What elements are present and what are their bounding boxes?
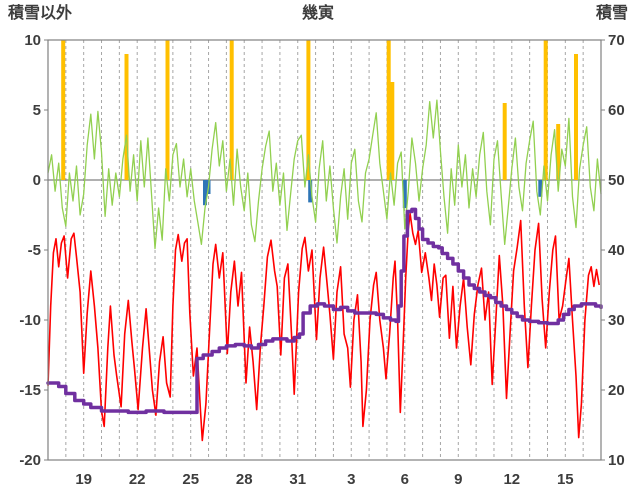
left-tick-label: -5 <box>28 242 41 259</box>
left-axis-title: 積雪以外 <box>8 5 73 22</box>
right-tick-label: 40 <box>608 242 625 259</box>
series-orange-bars <box>61 40 578 180</box>
right-tick-label: 60 <box>608 102 625 119</box>
series-green-line <box>47 99 602 250</box>
x-tick-label: 15 <box>557 471 574 488</box>
x-tick-label: 31 <box>289 471 306 488</box>
x-tick-label: 19 <box>75 471 92 488</box>
chart-title: 幾寅 <box>301 5 334 22</box>
x-tick-label: 12 <box>503 471 520 488</box>
left-tick-label: 5 <box>33 102 41 119</box>
x-tick-label: 28 <box>236 471 253 488</box>
series-red-line <box>47 212 600 442</box>
right-tick-label: 30 <box>608 312 625 329</box>
series-purple-snow-depth-line <box>46 207 603 415</box>
left-tick-label: -15 <box>19 382 41 399</box>
right-axis-title: 積雪 <box>595 5 628 22</box>
right-tick-label: 10 <box>608 452 625 469</box>
right-tick-label: 50 <box>608 172 625 189</box>
x-tick-label: 3 <box>347 471 355 488</box>
x-tick-label: 9 <box>454 471 462 488</box>
x-tick-label: 25 <box>182 471 199 488</box>
x-tick-label: 22 <box>129 471 146 488</box>
right-tick-label: 70 <box>608 32 625 49</box>
left-tick-label: -20 <box>19 452 41 469</box>
left-tick-label: -10 <box>19 312 41 329</box>
left-tick-label: 0 <box>33 172 41 189</box>
x-tick-label: 6 <box>401 471 409 488</box>
left-tick-label: 10 <box>24 32 41 49</box>
right-tick-label: 20 <box>608 382 625 399</box>
